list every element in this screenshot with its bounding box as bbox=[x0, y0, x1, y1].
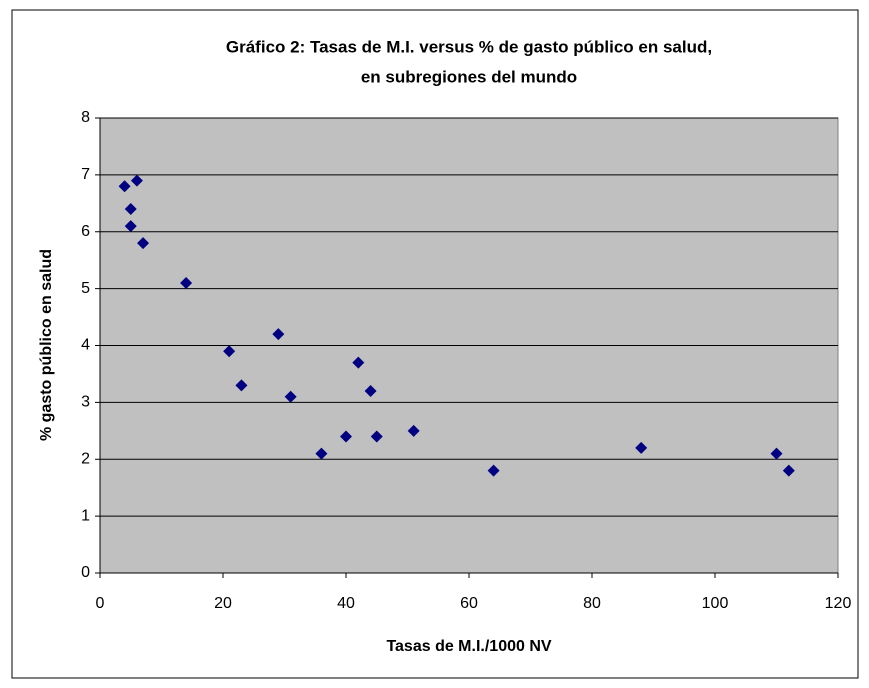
point bbox=[235, 379, 248, 392]
y-tick-label: 6 bbox=[81, 223, 90, 240]
point bbox=[370, 430, 383, 443]
chart-title: Gráfico 2: Tasas de M.I. versus % de gas… bbox=[226, 37, 712, 56]
y-tick-label: 2 bbox=[81, 450, 90, 467]
y-axis-label: % gasto público en salud bbox=[38, 249, 55, 441]
point bbox=[223, 345, 236, 358]
y-tick-label: 1 bbox=[81, 507, 90, 524]
point bbox=[315, 447, 328, 460]
point bbox=[272, 328, 285, 341]
point bbox=[407, 424, 420, 437]
x-tick-label: 40 bbox=[337, 595, 355, 612]
point bbox=[770, 447, 783, 460]
chart-title: en subregiones del mundo bbox=[361, 67, 577, 86]
point bbox=[284, 390, 297, 403]
y-tick-label: 3 bbox=[81, 394, 90, 411]
x-tick-label: 0 bbox=[96, 595, 105, 612]
point bbox=[124, 220, 137, 233]
point bbox=[352, 356, 365, 369]
point bbox=[635, 441, 648, 454]
x-tick-label: 100 bbox=[702, 595, 729, 612]
point bbox=[487, 464, 500, 477]
y-tick-label: 8 bbox=[81, 109, 90, 126]
x-tick-label: 60 bbox=[460, 595, 478, 612]
point bbox=[782, 464, 795, 477]
x-tick-label: 80 bbox=[583, 595, 601, 612]
y-tick-label: 4 bbox=[81, 337, 90, 354]
y-tick-label: 0 bbox=[81, 564, 90, 581]
point bbox=[340, 430, 352, 443]
point bbox=[364, 385, 377, 397]
point bbox=[137, 237, 150, 250]
x-axis-label: Tasas de M.I./1000 NV bbox=[386, 638, 551, 655]
point bbox=[180, 276, 193, 289]
point bbox=[130, 174, 143, 187]
point bbox=[124, 203, 137, 215]
x-tick-label: 120 bbox=[825, 595, 852, 612]
x-tick-label: 20 bbox=[214, 595, 232, 612]
y-tick-label: 7 bbox=[81, 166, 90, 183]
point bbox=[118, 180, 131, 193]
y-tick-label: 5 bbox=[81, 280, 90, 297]
